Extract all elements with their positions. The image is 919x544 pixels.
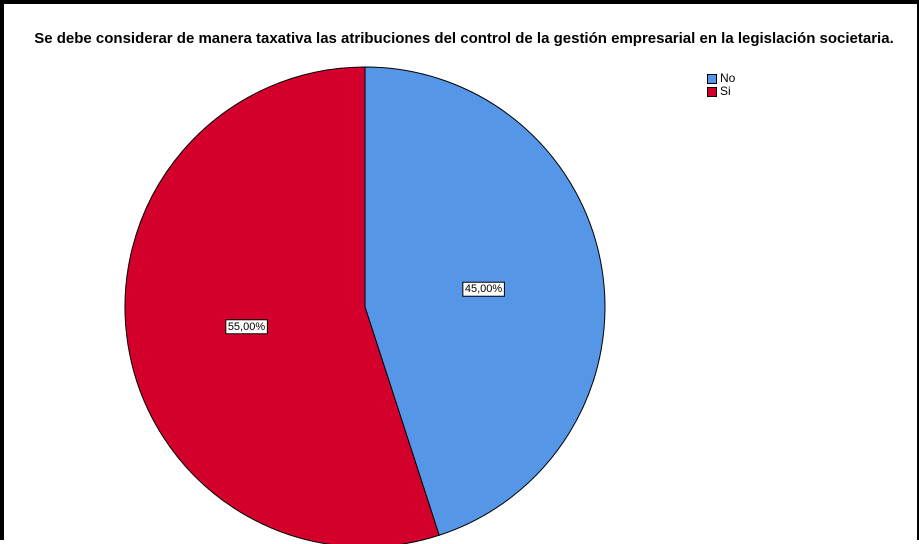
slice-label-no: 45,00% (462, 281, 505, 297)
slice-value-label: 45,00% (465, 283, 503, 295)
pie-slice-no (364, 66, 606, 536)
slice-label-si: 55,00% (225, 319, 268, 335)
legend-item-si: Si (707, 85, 735, 98)
slice-label-box (225, 319, 268, 335)
slice-label-box (462, 281, 505, 297)
pie-chart: 45,00% 55,00% (124, 66, 606, 544)
legend: No Si (707, 72, 735, 98)
slice-value-label: 55,00% (228, 321, 266, 333)
legend-item-no: No (707, 72, 735, 85)
legend-swatch-no (707, 73, 717, 84)
legend-label-no: No (720, 71, 736, 85)
chart-title: Se debe considerar de manera taxativa la… (34, 30, 894, 47)
legend-label-si: Si (720, 84, 731, 98)
legend-swatch-si (707, 86, 717, 97)
